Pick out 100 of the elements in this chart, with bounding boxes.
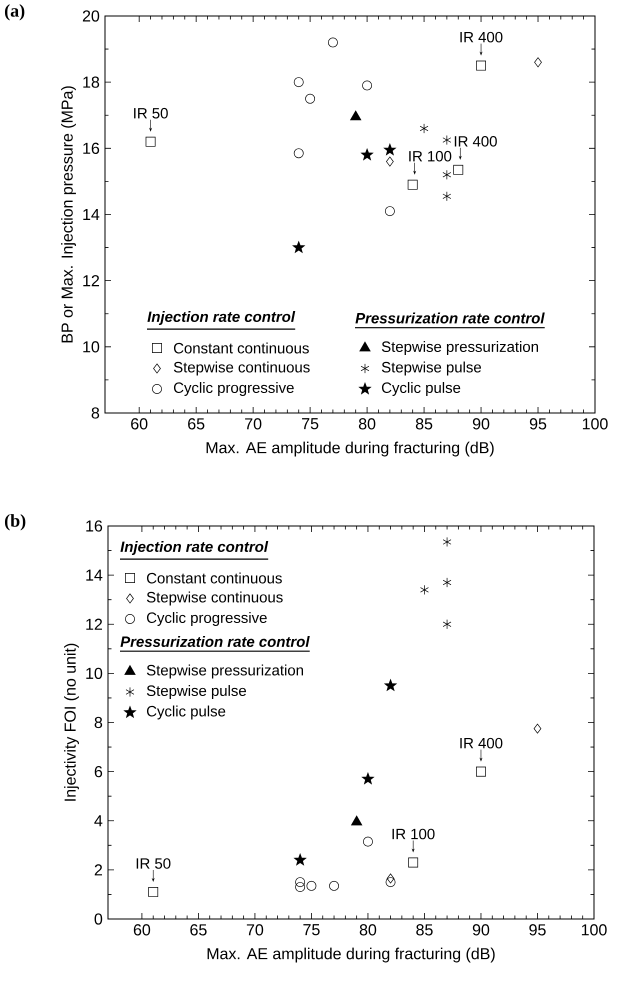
x-tick-label: 85 [416, 924, 433, 936]
annotation: IR 400 [454, 136, 497, 147]
point [534, 57, 542, 68]
y-tick-label: 2 [94, 864, 102, 876]
y-tick-label: 0 [94, 913, 102, 925]
annotation: IR 100 [409, 150, 452, 162]
point [146, 136, 156, 147]
y-tick-label: 4 [94, 815, 102, 826]
x-tick-label: 95 [529, 924, 546, 936]
point [294, 77, 304, 88]
x-tick-label: 75 [303, 924, 320, 936]
x-tick-label: 100 [582, 924, 607, 936]
x-tick-label: 65 [190, 924, 207, 936]
point [384, 679, 397, 691]
point [328, 38, 338, 48]
legend-label: Constant continuous [174, 342, 309, 354]
legend-label: Cyclic pulse [146, 706, 226, 720]
y-tick-label: 16 [86, 520, 102, 532]
point [306, 880, 316, 891]
x-tick-label: 85 [416, 418, 432, 430]
point [442, 191, 452, 202]
x-tick-label: 100 [582, 418, 608, 430]
legend-label: Cyclic progressive [146, 612, 267, 626]
point [384, 206, 395, 216]
legend-label: Stepwise pressurization [146, 664, 304, 678]
y-tick-label: 12 [86, 618, 102, 630]
y-tick-label: 16 [83, 142, 100, 154]
point [408, 858, 418, 868]
point [476, 766, 486, 777]
point [386, 877, 396, 888]
x-tick-label: 75 [302, 418, 318, 430]
point [329, 880, 339, 891]
x-axis-title: Max. AE amplitude during fracturing (dB) [206, 442, 494, 456]
x-tick-label: 80 [358, 418, 376, 430]
point [384, 144, 396, 156]
point [442, 537, 452, 547]
x-tick-label: 65 [188, 418, 204, 430]
point [294, 854, 306, 866]
point [534, 724, 542, 734]
y-tick-label: 12 [83, 275, 100, 286]
y-axis-title: BP or Max. Injection pressure (MPa) [61, 86, 76, 342]
x-tick-label: 70 [246, 924, 264, 936]
y-tick-label: 14 [83, 209, 100, 220]
legend-label: Cyclic pulse [382, 382, 460, 396]
x-tick-label: 70 [245, 418, 262, 430]
point [420, 124, 428, 134]
point [305, 94, 316, 104]
point [351, 816, 362, 826]
x-tick-label: 90 [472, 924, 490, 936]
legend-label: Stepwise pressurization [382, 341, 538, 355]
annotation: IR 50 [134, 108, 168, 118]
point [363, 836, 373, 847]
y-tick-label: 14 [86, 570, 102, 581]
point [442, 135, 452, 145]
point [386, 874, 394, 884]
point [386, 156, 394, 167]
x-tick-label: 95 [530, 418, 546, 430]
point [408, 180, 418, 190]
legend-label: Stepwise continuous [146, 592, 283, 606]
point [148, 887, 158, 897]
legend-label: Stepwise pulse [146, 685, 246, 699]
y-tick-label: 20 [82, 10, 100, 22]
y-tick-label: 8 [94, 716, 102, 728]
annotation: Injection rate control [147, 311, 296, 325]
y-tick-label: 10 [83, 341, 100, 352]
y-tick-label: 10 [86, 668, 102, 680]
point [295, 877, 306, 888]
annotation: Injection rate control [120, 541, 268, 555]
point [361, 148, 374, 160]
point [420, 584, 429, 595]
annotation: Pressurization rate control [120, 636, 310, 647]
point [362, 80, 372, 90]
legend-label: Stepwise pulse [382, 362, 482, 376]
x-tick-label: 60 [134, 924, 150, 936]
y-tick-label: 6 [94, 766, 102, 778]
x-tick-label: 60 [131, 418, 148, 430]
legend-label: Constant continuous [146, 572, 282, 584]
point [350, 110, 362, 120]
chart-title: (a) [4, 4, 24, 20]
annotation: IR 400 [460, 32, 502, 42]
annotation: Pressurization rate control [355, 312, 545, 324]
x-axis-title: Max. AE amplitude during fracturing (dB) [208, 948, 495, 962]
y-axis-title: Injectivity FOI (no unit) [64, 644, 79, 801]
annotation: IR 50 [136, 858, 170, 869]
x-tick-label: 80 [360, 924, 376, 936]
y-tick-label: 8 [92, 407, 100, 419]
legend-label: Cyclic progressive [174, 382, 294, 396]
point [295, 882, 306, 892]
point [442, 619, 452, 630]
y-tick-label: 18 [83, 76, 100, 88]
chart-title: (b) [4, 514, 26, 530]
legend-label: Stepwise continuous [174, 362, 310, 376]
x-tick-label: 90 [472, 418, 490, 430]
annotation: IR 100 [392, 828, 435, 840]
point [362, 772, 374, 784]
point [476, 60, 486, 71]
annotation: IR 400 [460, 738, 502, 748]
point [292, 241, 305, 253]
point [442, 578, 452, 588]
point [453, 164, 464, 175]
